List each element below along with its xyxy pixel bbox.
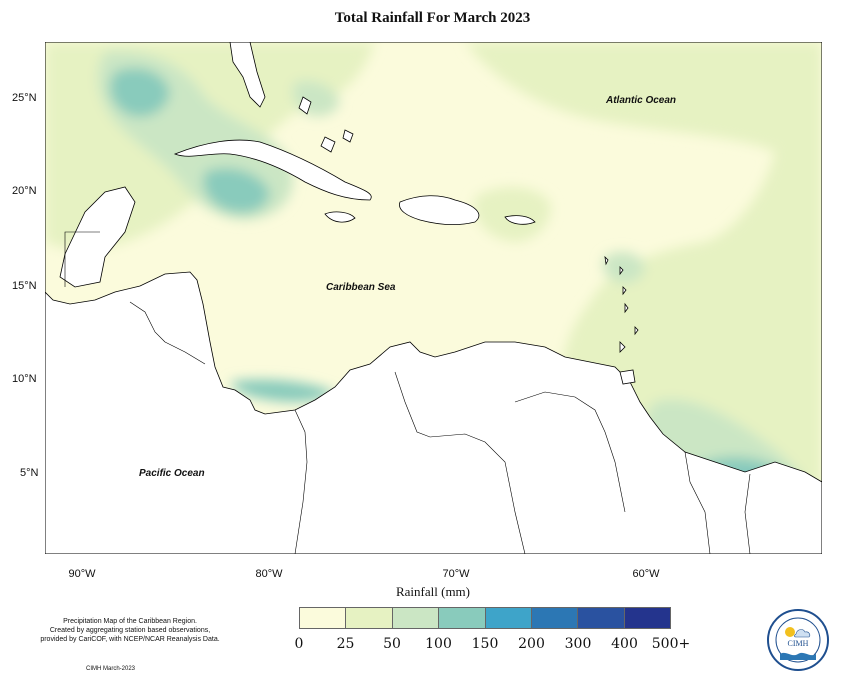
cloud-icon [794,629,811,638]
bahamas-land [298,96,354,153]
map-credits: Precipitation Map of the Caribbean Regio… [10,617,250,644]
cimh-logo: CIMH [767,609,829,671]
lat-label-25n: 25°N [12,92,37,104]
jamaica-land [324,211,356,223]
lon-label-90w: 90°W [68,568,96,580]
credits-line-3: provided by CariCOF, with NCEP/NCAR Rean… [40,636,220,643]
legend-swatch [624,608,670,628]
florida-land [229,42,266,108]
pacific-ocean-label: Pacific Ocean [139,468,205,479]
legend-tick-label: 200 [518,636,545,652]
central-america-land [45,271,822,554]
legend-tick-label: 150 [471,636,499,652]
credits-line-1: Precipitation Map of the Caribbean Regio… [63,618,197,625]
logo-text: CIMH [788,639,809,648]
rainfall-legend-labels: 0 25 50 100 150 200 300 400 500+ [295,636,691,654]
legend-swatch [578,608,625,628]
wave-icon [780,652,816,660]
country-borders [64,231,751,554]
trinidad-land [619,369,636,385]
rainfall-map [45,42,822,554]
credits-line-2: Created by aggregating station based obs… [49,627,211,634]
legend-tick-label: 300 [564,636,592,652]
cuba-land [173,139,372,201]
land-masses [45,42,822,554]
lat-label-5n: 5°N [20,467,39,479]
legend-title: Rainfall (mm) [395,584,471,599]
legend-swatch [439,608,486,628]
legend-swatch [392,608,440,628]
puerto-rico-land [504,215,536,225]
lon-label-60w: 60°W [632,568,660,580]
legend-tick-label: 25 [336,636,355,652]
caribbean-sea-label: Caribbean Sea [326,282,396,293]
lon-label-70w: 70°W [442,568,470,580]
legend-swatch [485,608,532,628]
legend-swatch [346,608,393,628]
legend-swatch [300,608,347,628]
legend-swatch [531,608,579,628]
lon-label-80w: 80°W [255,568,283,580]
lesser-antilles-land [604,255,639,353]
rainfall-legend-bar [299,607,671,629]
hispaniola-land [399,195,480,226]
legend-tick-label: 0 [294,636,304,652]
legend-tick-label: 500+ [651,636,691,652]
map-title: Total Rainfall For March 2023 [334,10,531,26]
lat-label-10n: 10°N [12,373,37,385]
legend-tick-label: 100 [425,636,452,652]
sun-icon [785,627,795,637]
date-stamp: CIMH March-2023 [86,666,136,672]
atlantic-ocean-label: Atlantic Ocean [606,95,677,106]
lat-label-20n: 20°N [12,185,37,197]
legend-tick-label: 50 [383,636,401,652]
lat-label-15n: 15°N [12,280,37,292]
legend-tick-label: 400 [611,636,638,652]
yucatan-land [59,186,136,288]
